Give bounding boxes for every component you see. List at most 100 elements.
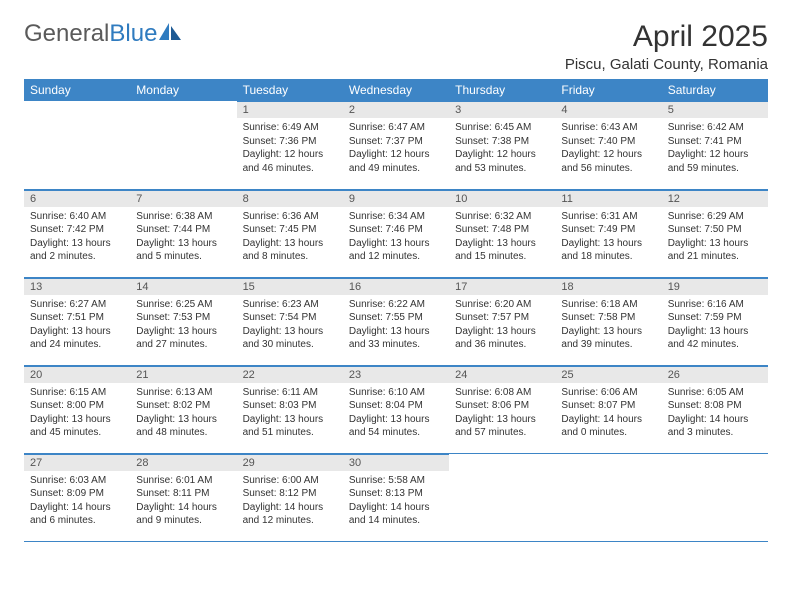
day-number: 12 bbox=[662, 190, 768, 207]
sunset-text: Sunset: 8:11 PM bbox=[136, 487, 230, 501]
daylight-text: Daylight: 12 hours and 53 minutes. bbox=[455, 148, 549, 175]
weekday-header: Tuesday bbox=[237, 79, 343, 101]
day-details: Sunrise: 6:06 AMSunset: 8:07 PMDaylight:… bbox=[555, 383, 661, 444]
sunset-text: Sunset: 8:07 PM bbox=[561, 399, 655, 413]
sunset-text: Sunset: 7:58 PM bbox=[561, 311, 655, 325]
daylight-text: Daylight: 13 hours and 18 minutes. bbox=[561, 237, 655, 264]
sunset-text: Sunset: 7:55 PM bbox=[349, 311, 443, 325]
calendar-day-cell: 6Sunrise: 6:40 AMSunset: 7:42 PMDaylight… bbox=[24, 189, 130, 277]
calendar-day-cell: 12Sunrise: 6:29 AMSunset: 7:50 PMDayligh… bbox=[662, 189, 768, 277]
sunset-text: Sunset: 7:36 PM bbox=[243, 135, 337, 149]
day-number: 17 bbox=[449, 278, 555, 295]
day-number: 21 bbox=[130, 366, 236, 383]
calendar-day-cell bbox=[662, 453, 768, 541]
calendar-day-cell: 8Sunrise: 6:36 AMSunset: 7:45 PMDaylight… bbox=[237, 189, 343, 277]
sunset-text: Sunset: 7:44 PM bbox=[136, 223, 230, 237]
sunrise-text: Sunrise: 6:00 AM bbox=[243, 474, 337, 488]
daylight-text: Daylight: 13 hours and 48 minutes. bbox=[136, 413, 230, 440]
calendar-day-cell: 29Sunrise: 6:00 AMSunset: 8:12 PMDayligh… bbox=[237, 453, 343, 541]
sunset-text: Sunset: 8:06 PM bbox=[455, 399, 549, 413]
day-details: Sunrise: 6:45 AMSunset: 7:38 PMDaylight:… bbox=[449, 118, 555, 179]
day-number: 3 bbox=[449, 101, 555, 118]
daylight-text: Daylight: 13 hours and 21 minutes. bbox=[668, 237, 762, 264]
sunset-text: Sunset: 7:49 PM bbox=[561, 223, 655, 237]
daylight-text: Daylight: 13 hours and 57 minutes. bbox=[455, 413, 549, 440]
day-number: 16 bbox=[343, 278, 449, 295]
sunset-text: Sunset: 8:03 PM bbox=[243, 399, 337, 413]
daylight-text: Daylight: 13 hours and 24 minutes. bbox=[30, 325, 124, 352]
daylight-text: Daylight: 14 hours and 0 minutes. bbox=[561, 413, 655, 440]
calendar-day-cell: 7Sunrise: 6:38 AMSunset: 7:44 PMDaylight… bbox=[130, 189, 236, 277]
day-number: 2 bbox=[343, 101, 449, 118]
day-details: Sunrise: 6:11 AMSunset: 8:03 PMDaylight:… bbox=[237, 383, 343, 444]
weekday-header: Thursday bbox=[449, 79, 555, 101]
sunset-text: Sunset: 8:02 PM bbox=[136, 399, 230, 413]
sunset-text: Sunset: 8:12 PM bbox=[243, 487, 337, 501]
day-number: 20 bbox=[24, 366, 130, 383]
sunset-text: Sunset: 7:42 PM bbox=[30, 223, 124, 237]
calendar-day-cell: 10Sunrise: 6:32 AMSunset: 7:48 PMDayligh… bbox=[449, 189, 555, 277]
day-details: Sunrise: 6:00 AMSunset: 8:12 PMDaylight:… bbox=[237, 471, 343, 532]
sunrise-text: Sunrise: 6:34 AM bbox=[349, 210, 443, 224]
day-details: Sunrise: 6:01 AMSunset: 8:11 PMDaylight:… bbox=[130, 471, 236, 532]
sunrise-text: Sunrise: 6:45 AM bbox=[455, 121, 549, 135]
daylight-text: Daylight: 14 hours and 3 minutes. bbox=[668, 413, 762, 440]
sunset-text: Sunset: 7:50 PM bbox=[668, 223, 762, 237]
day-number: 19 bbox=[662, 278, 768, 295]
daylight-text: Daylight: 13 hours and 42 minutes. bbox=[668, 325, 762, 352]
calendar-body: 1Sunrise: 6:49 AMSunset: 7:36 PMDaylight… bbox=[24, 101, 768, 541]
sunset-text: Sunset: 7:38 PM bbox=[455, 135, 549, 149]
day-details: Sunrise: 6:25 AMSunset: 7:53 PMDaylight:… bbox=[130, 295, 236, 356]
day-number: 29 bbox=[237, 454, 343, 471]
day-details: Sunrise: 5:58 AMSunset: 8:13 PMDaylight:… bbox=[343, 471, 449, 532]
sunrise-text: Sunrise: 6:43 AM bbox=[561, 121, 655, 135]
day-number: 23 bbox=[343, 366, 449, 383]
daylight-text: Daylight: 12 hours and 56 minutes. bbox=[561, 148, 655, 175]
logo-text-2: Blue bbox=[109, 20, 157, 48]
calendar-week-row: 27Sunrise: 6:03 AMSunset: 8:09 PMDayligh… bbox=[24, 453, 768, 541]
calendar-day-cell: 26Sunrise: 6:05 AMSunset: 8:08 PMDayligh… bbox=[662, 365, 768, 453]
day-number: 9 bbox=[343, 190, 449, 207]
sunrise-text: Sunrise: 6:16 AM bbox=[668, 298, 762, 312]
day-number: 28 bbox=[130, 454, 236, 471]
daylight-text: Daylight: 13 hours and 33 minutes. bbox=[349, 325, 443, 352]
day-number: 24 bbox=[449, 366, 555, 383]
calendar-day-cell: 5Sunrise: 6:42 AMSunset: 7:41 PMDaylight… bbox=[662, 101, 768, 189]
day-details: Sunrise: 6:36 AMSunset: 7:45 PMDaylight:… bbox=[237, 207, 343, 268]
sunset-text: Sunset: 7:57 PM bbox=[455, 311, 549, 325]
calendar-page: GeneralBlue April 2025 Piscu, Galati Cou… bbox=[0, 0, 792, 562]
calendar-day-cell: 15Sunrise: 6:23 AMSunset: 7:54 PMDayligh… bbox=[237, 277, 343, 365]
daylight-text: Daylight: 13 hours and 51 minutes. bbox=[243, 413, 337, 440]
sunset-text: Sunset: 7:53 PM bbox=[136, 311, 230, 325]
sunrise-text: Sunrise: 6:06 AM bbox=[561, 386, 655, 400]
weekday-header: Wednesday bbox=[343, 79, 449, 101]
logo-sail-icon bbox=[159, 20, 181, 48]
day-number: 18 bbox=[555, 278, 661, 295]
sunset-text: Sunset: 7:59 PM bbox=[668, 311, 762, 325]
day-details: Sunrise: 6:27 AMSunset: 7:51 PMDaylight:… bbox=[24, 295, 130, 356]
sunrise-text: Sunrise: 6:20 AM bbox=[455, 298, 549, 312]
day-details: Sunrise: 6:10 AMSunset: 8:04 PMDaylight:… bbox=[343, 383, 449, 444]
daylight-text: Daylight: 13 hours and 8 minutes. bbox=[243, 237, 337, 264]
daylight-text: Daylight: 13 hours and 39 minutes. bbox=[561, 325, 655, 352]
sunrise-text: Sunrise: 6:36 AM bbox=[243, 210, 337, 224]
day-details: Sunrise: 6:42 AMSunset: 7:41 PMDaylight:… bbox=[662, 118, 768, 179]
day-number: 13 bbox=[24, 278, 130, 295]
sunset-text: Sunset: 7:51 PM bbox=[30, 311, 124, 325]
calendar-table: Sunday Monday Tuesday Wednesday Thursday… bbox=[24, 79, 768, 542]
daylight-text: Daylight: 12 hours and 46 minutes. bbox=[243, 148, 337, 175]
calendar-day-cell: 9Sunrise: 6:34 AMSunset: 7:46 PMDaylight… bbox=[343, 189, 449, 277]
day-details: Sunrise: 6:03 AMSunset: 8:09 PMDaylight:… bbox=[24, 471, 130, 532]
day-details: Sunrise: 6:40 AMSunset: 7:42 PMDaylight:… bbox=[24, 207, 130, 268]
calendar-day-cell bbox=[449, 453, 555, 541]
daylight-text: Daylight: 14 hours and 12 minutes. bbox=[243, 501, 337, 528]
day-number: 4 bbox=[555, 101, 661, 118]
daylight-text: Daylight: 12 hours and 59 minutes. bbox=[668, 148, 762, 175]
calendar-week-row: 20Sunrise: 6:15 AMSunset: 8:00 PMDayligh… bbox=[24, 365, 768, 453]
calendar-day-cell bbox=[130, 101, 236, 189]
day-details: Sunrise: 6:29 AMSunset: 7:50 PMDaylight:… bbox=[662, 207, 768, 268]
daylight-text: Daylight: 13 hours and 12 minutes. bbox=[349, 237, 443, 264]
calendar-day-cell: 2Sunrise: 6:47 AMSunset: 7:37 PMDaylight… bbox=[343, 101, 449, 189]
day-number: 26 bbox=[662, 366, 768, 383]
calendar-day-cell: 22Sunrise: 6:11 AMSunset: 8:03 PMDayligh… bbox=[237, 365, 343, 453]
